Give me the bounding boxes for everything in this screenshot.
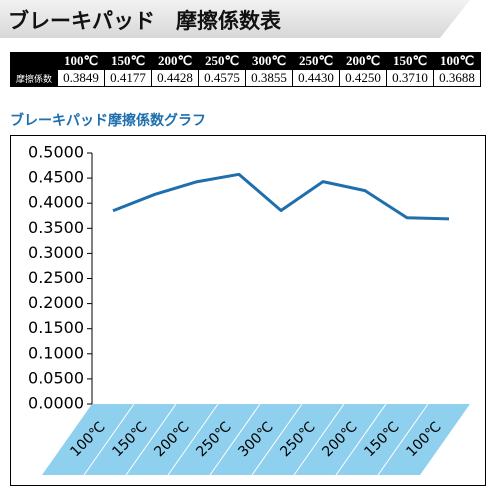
y-tick-label: 0.2000 (28, 293, 84, 312)
value-row: 摩擦係数 0.3849 0.4177 0.4428 0.4575 0.3855 0.4430… (10, 69, 481, 87)
series-line (112, 172, 450, 221)
column-header: 200℃ (151, 52, 199, 70)
column-header: 250℃ (198, 52, 246, 70)
floor-divider (83, 403, 135, 476)
floor-divider (335, 403, 387, 476)
data-table: 100℃ 150℃ 200℃ 250℃ 300℃ 250℃ 200℃ 150℃ 100℃ 摩擦係… (10, 52, 481, 87)
table-cell: 0.4430 (292, 69, 340, 87)
table-cell: 0.4177 (104, 69, 152, 87)
column-header: 200℃ (339, 52, 387, 70)
y-tick-label: 0.2500 (28, 268, 84, 287)
chart-title: ブレーキパッド摩擦係数グラフ (10, 112, 206, 129)
y-tick-label: 0.4500 (28, 168, 84, 187)
y-tick-label: 0.0000 (28, 394, 84, 413)
table-cell: 0.4575 (198, 69, 246, 87)
column-header: 100℃ (433, 52, 481, 70)
column-header: 300℃ (245, 52, 293, 70)
y-tick-label: 0.0500 (28, 368, 84, 387)
y-tick-label: 0.1500 (28, 318, 84, 337)
floor-divider (251, 403, 303, 476)
table-cell: 0.3855 (245, 69, 293, 87)
floor-divider (209, 403, 261, 476)
floor-divider (125, 403, 177, 476)
table-cell: 0.3688 (433, 69, 481, 87)
floor-divider (377, 403, 429, 476)
chart: ブレーキパッド摩擦係数グラフ 0.0000 0.0500 0.1000 0.1500 0… (10, 112, 486, 486)
column-header: 250℃ (292, 52, 340, 70)
title-bar: ブレーキパッド 摩擦係数表 (0, 0, 470, 38)
column-header: 150℃ (386, 52, 434, 70)
page-title: ブレーキパッド 摩擦係数表 (8, 9, 281, 33)
column-header: 150℃ (104, 52, 152, 70)
floor-divider (167, 403, 219, 476)
chart-border (10, 135, 486, 486)
y-tick-label: 0.3000 (28, 243, 84, 262)
y-tick-label: 0.5000 (28, 143, 84, 162)
table-cell: 0.3849 (57, 69, 105, 87)
table-cell: 0.3710 (386, 69, 434, 87)
table-cell: 0.4250 (339, 69, 387, 87)
y-tick-label: 0.1000 (28, 343, 84, 362)
column-header: 100℃ (57, 52, 105, 70)
row-label: 摩擦係数 (10, 69, 58, 87)
y-tick-label: 0.4000 (28, 193, 84, 212)
corner-cell (10, 52, 58, 70)
header-row: 100℃ 150℃ 200℃ 250℃ 300℃ 250℃ 200℃ 150℃ 100℃ (10, 52, 481, 70)
floor (42, 404, 470, 475)
y-tick-label: 0.3500 (28, 218, 84, 237)
table-cell: 0.4428 (151, 69, 199, 87)
floor-divider (293, 403, 345, 476)
